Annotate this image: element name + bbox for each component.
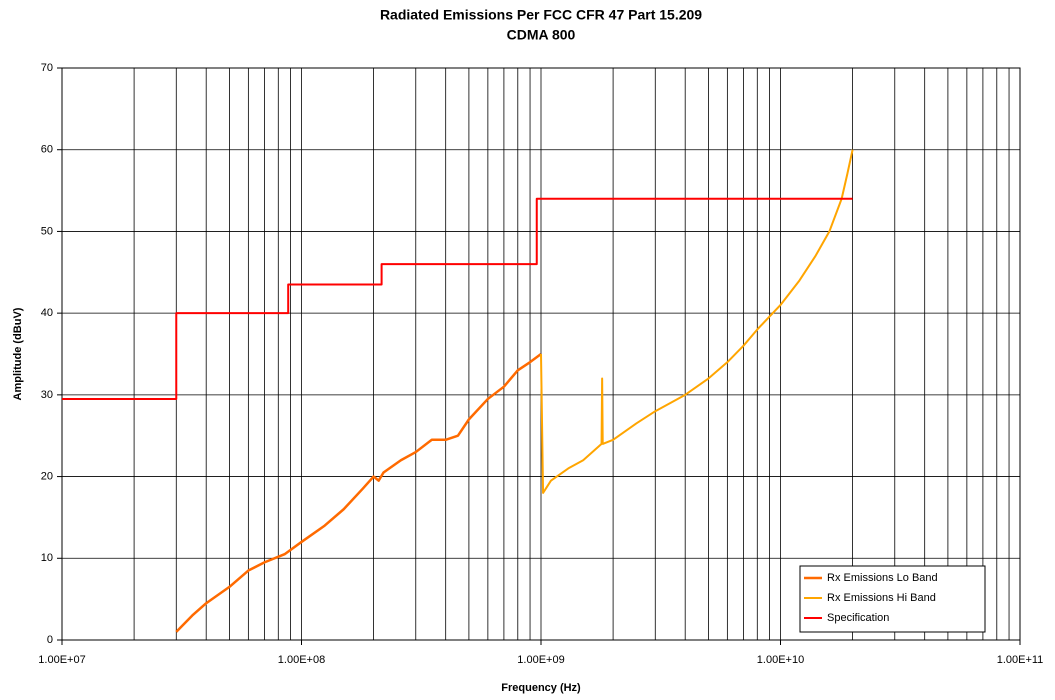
y-tick-label: 40 <box>41 307 53 319</box>
x-tick-label: 1.00E+08 <box>278 654 325 666</box>
legend-label: Rx Emissions Hi Band <box>827 592 936 604</box>
chart-title: Radiated Emissions Per FCC CFR 47 Part 1… <box>380 7 702 23</box>
plot-border <box>61 67 1021 641</box>
x-axis-title: Frequency (Hz) <box>501 682 581 694</box>
y-axis-title: Amplitude (dBuV) <box>12 307 24 400</box>
y-tick-label: 70 <box>41 62 53 74</box>
y-tick-label: 10 <box>41 552 53 564</box>
y-tick-label: 50 <box>41 225 53 237</box>
series-line <box>175 352 542 633</box>
legend: Rx Emissions Lo Band Rx Emissions Hi Band… <box>799 565 986 633</box>
legend-label: Rx Emissions Lo Band <box>827 572 938 584</box>
y-tick-label: 30 <box>41 389 53 401</box>
y-tick-label: 20 <box>41 470 53 482</box>
x-tick-label: 1.00E+11 <box>997 654 1044 666</box>
series-line <box>540 149 854 494</box>
series-line <box>62 197 853 400</box>
x-tick-label: 1.00E+09 <box>517 654 564 666</box>
chart-subtitle: CDMA 800 <box>507 27 576 43</box>
legend-box <box>799 565 986 633</box>
legend-label: Specification <box>827 612 889 624</box>
y-tick-label: 60 <box>41 144 53 156</box>
y-tick-label: 0 <box>47 634 53 646</box>
x-tick-label: 1.00E+10 <box>757 654 804 666</box>
x-tick-label: 1.00E+07 <box>38 654 85 666</box>
